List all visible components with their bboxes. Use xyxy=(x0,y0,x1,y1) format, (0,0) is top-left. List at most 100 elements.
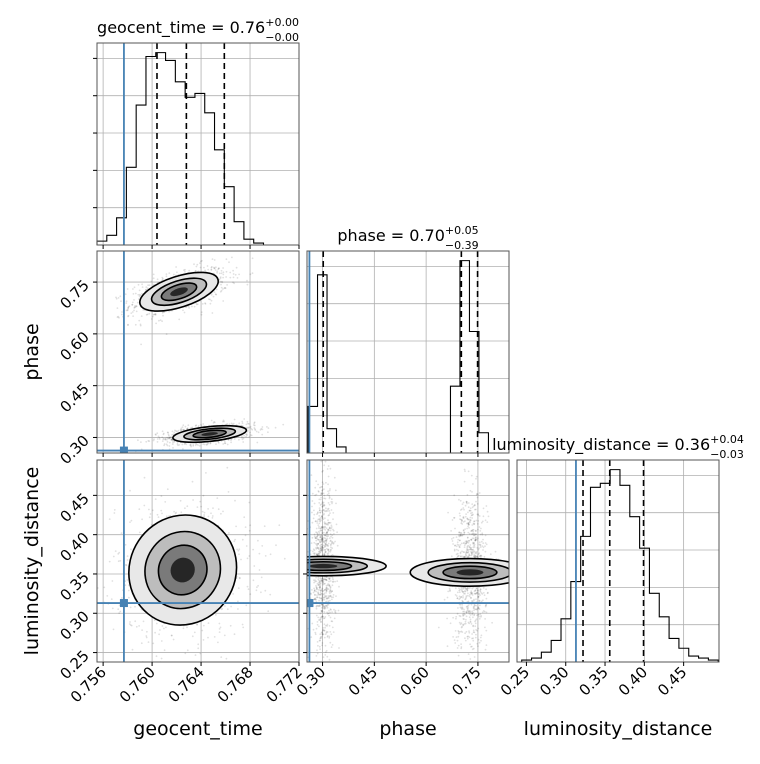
scatter-point xyxy=(473,504,476,506)
scatter-point xyxy=(465,606,468,608)
scatter-point xyxy=(214,269,217,271)
scatter-point xyxy=(113,512,116,514)
scatter-point xyxy=(154,433,157,436)
scatter-point xyxy=(211,312,214,314)
scatter-point xyxy=(320,579,323,581)
scatter-point xyxy=(468,509,471,512)
scatter-point xyxy=(148,440,151,442)
scatter-point xyxy=(166,436,169,439)
scatter-point xyxy=(181,443,184,446)
scatter-point xyxy=(218,272,221,275)
scatter-point xyxy=(245,423,248,426)
scatter-point xyxy=(326,587,329,590)
scatter-point xyxy=(321,577,324,580)
scatter-point xyxy=(138,625,141,627)
scatter-point xyxy=(466,522,468,525)
scatter-point xyxy=(469,593,471,596)
scatter-point xyxy=(321,481,324,484)
scatter-point xyxy=(315,588,318,591)
scatter-point xyxy=(331,626,334,629)
scatter-point xyxy=(487,591,489,594)
scatter-point xyxy=(326,543,329,546)
scatter-point xyxy=(317,524,320,526)
scatter-point xyxy=(206,443,209,446)
scatter-point xyxy=(135,305,138,307)
scatter-point xyxy=(148,508,150,511)
scatter-point xyxy=(328,537,331,540)
scatter-point xyxy=(460,630,463,633)
scatter-point xyxy=(331,554,334,556)
scatter-point xyxy=(191,480,194,483)
scatter-point xyxy=(474,529,477,532)
scatter-panel-geocent_time-luminosity_distance: 0.756 0.760 0.764 0.768 0.7720.250.300.350.4… xyxy=(56,459,306,706)
scatter-point xyxy=(464,620,467,623)
scatter-point xyxy=(269,553,272,556)
scatter-point xyxy=(484,626,486,629)
scatter-point xyxy=(204,303,207,305)
scatter-point xyxy=(484,605,487,608)
scatter-point xyxy=(474,619,477,622)
scatter-point xyxy=(477,595,480,598)
scatter-point xyxy=(467,587,470,590)
scatter-point xyxy=(471,517,474,519)
scatter-point xyxy=(480,639,482,642)
scatter-point xyxy=(199,652,202,655)
scatter-point xyxy=(462,521,465,523)
scatter-point xyxy=(320,494,322,496)
scatter-point xyxy=(185,443,188,446)
scatter-point xyxy=(324,545,326,547)
scatter-point xyxy=(156,441,159,443)
scatter-point xyxy=(327,577,330,580)
scatter-point xyxy=(145,440,148,443)
scatter-point xyxy=(211,515,214,517)
scatter-point xyxy=(480,540,483,543)
scatter-point xyxy=(466,548,468,551)
scatter-point xyxy=(319,579,322,582)
scatter-point xyxy=(153,313,156,316)
scatter-point xyxy=(323,596,326,598)
scatter-point xyxy=(481,520,484,523)
scatter-point xyxy=(475,598,477,600)
scatter-point xyxy=(330,524,333,527)
scatter-point xyxy=(319,593,322,596)
scatter-point xyxy=(304,500,306,502)
scatter-point xyxy=(315,543,318,546)
scatter-point xyxy=(325,587,328,590)
scatter-point xyxy=(466,587,469,590)
scatter-point xyxy=(315,590,318,593)
scatter-point xyxy=(321,633,324,636)
scatter-point xyxy=(317,490,320,492)
scatter-point xyxy=(167,437,169,440)
scatter-point xyxy=(252,548,255,551)
scatter-point xyxy=(465,501,468,503)
scatter-point xyxy=(334,612,337,614)
scatter-point xyxy=(334,609,337,612)
scatter-point xyxy=(318,605,321,607)
scatter-point xyxy=(322,547,325,549)
scatter-point xyxy=(326,493,329,496)
scatter-point xyxy=(199,500,202,503)
scatter-point xyxy=(327,597,330,600)
scatter-point xyxy=(323,617,326,619)
scatter-point xyxy=(231,423,234,426)
scatter-point xyxy=(469,620,472,623)
scatter-point xyxy=(141,292,143,295)
scatter-point xyxy=(315,607,318,610)
scatter-point xyxy=(486,521,489,523)
scatter-point xyxy=(449,622,452,625)
tick-label-x-geocent_time-3: 0.768 xyxy=(214,663,257,706)
scatter-point xyxy=(311,536,314,539)
scatter-point xyxy=(212,507,214,509)
scatter-point xyxy=(320,527,322,530)
scatter-point xyxy=(182,424,185,427)
scatter-point xyxy=(127,315,129,318)
scatter-point xyxy=(463,551,466,554)
scatter-point xyxy=(321,578,324,581)
scatter-point xyxy=(474,592,477,595)
scatter-point xyxy=(328,489,331,492)
scatter-point xyxy=(232,273,235,275)
scatter-point xyxy=(477,514,480,517)
scatter-point xyxy=(203,266,205,269)
scatter-point xyxy=(143,504,146,507)
scatter-point xyxy=(314,593,316,596)
